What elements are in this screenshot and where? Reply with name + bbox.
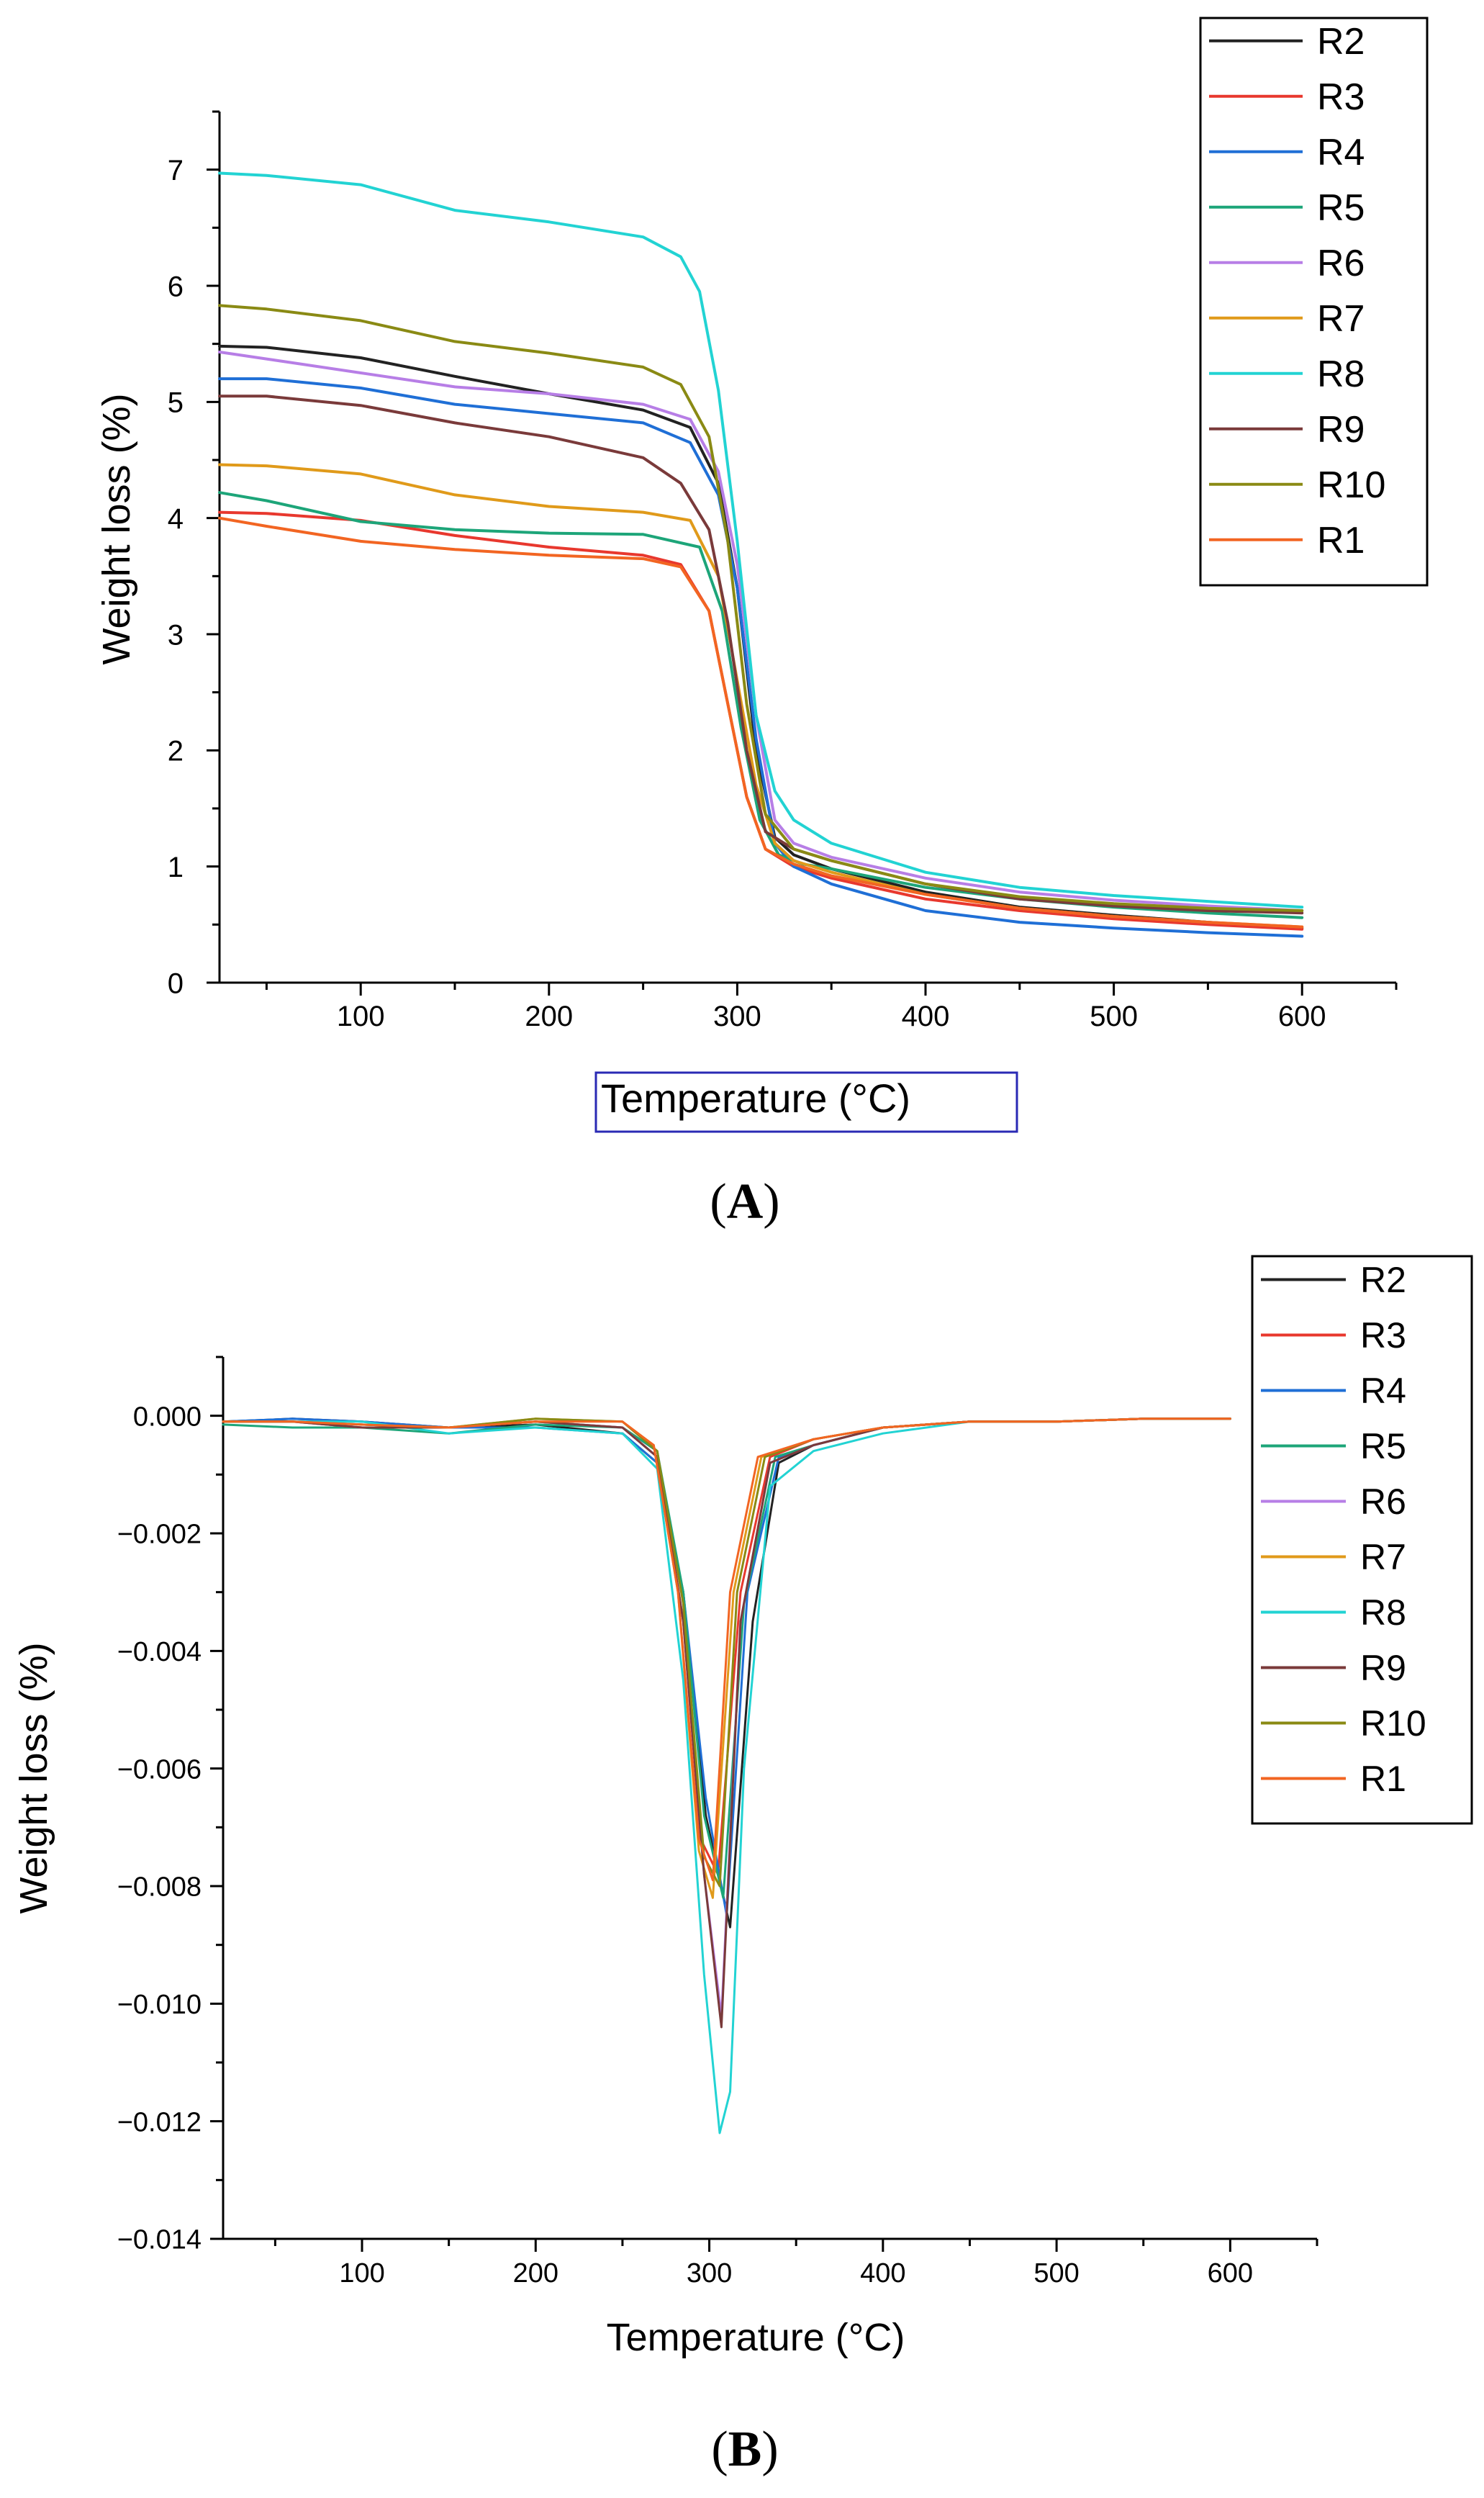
legend-label-r8-b: R8 [1360, 1592, 1406, 1633]
y-tick-label-a: 6 [168, 271, 184, 302]
x-axis-label-b: Temperature (°C) [607, 2316, 905, 2359]
legend-label-r10-b: R10 [1360, 1703, 1426, 1744]
legend-label-r6-a: R6 [1317, 243, 1365, 284]
legend-label-r9-b: R9 [1360, 1648, 1406, 1688]
series-group-a [218, 171, 1304, 938]
legend-label-r8-a: R8 [1317, 353, 1365, 395]
y-tick-label-a: 4 [168, 503, 184, 535]
panel-letter-b: B [728, 2422, 762, 2477]
y-tick-label-b: −0.010 [117, 1990, 202, 2020]
y-tick-label-a: 1 [168, 852, 184, 883]
panel-label-a: (A) [710, 1174, 779, 1230]
legend-label-r4-a: R4 [1317, 132, 1365, 173]
y-axis-label-b: Weight loss (%) [12, 1642, 55, 1913]
legend-label-r2-b: R2 [1360, 1260, 1406, 1300]
series-line-r4-a [218, 377, 1304, 938]
x-tick-label-a: 600 [1278, 1001, 1326, 1032]
y-tick-label-a: 3 [168, 619, 184, 651]
x-tick-label-b: 100 [339, 2258, 384, 2289]
y-tick-label-a: 0 [168, 968, 184, 999]
series-line-r8-a [218, 171, 1304, 909]
series-line-r9-a [218, 394, 1304, 915]
series-line-r10-a [218, 304, 1304, 912]
series-line-r1-a [218, 516, 1304, 929]
series-line-r1-b [222, 1417, 1231, 1882]
y-tick-label-a: 5 [168, 387, 184, 419]
x-axis-label-box-a [594, 1071, 1018, 1133]
y-tick-label-b: −0.014 [117, 2225, 202, 2255]
x-tick-label-a: 500 [1090, 1001, 1138, 1032]
tick-group-b: 100 200 300 400 500 600 0.000 −0.002 −0.004 −0.00… [117, 1356, 1318, 2289]
legend-label-r10-a: R10 [1317, 464, 1385, 506]
y-tick-label-b: −0.006 [117, 1754, 202, 1785]
legend-label-r4-b: R4 [1360, 1371, 1406, 1411]
y-tick-label-a: 7 [168, 155, 184, 186]
legend-label-r1-a: R1 [1317, 520, 1365, 562]
x-tick-label-b: 200 [513, 2258, 558, 2289]
legend-items-a: R2 R3 R4 R5 R6 R7 R8 R9 R10 R1 [1209, 21, 1385, 562]
legend-label-r3-a: R3 [1317, 76, 1365, 118]
legend-b [1251, 1255, 1473, 1825]
legend-label-r7-a: R7 [1317, 298, 1365, 340]
x-tick-label-a: 400 [902, 1001, 950, 1032]
y-tick-label-b: −0.002 [117, 1520, 202, 1550]
y-axis-label-a: Weight loss (%) [95, 393, 138, 664]
y-tick-label-b: 0.000 [133, 1402, 202, 1432]
x-tick-label-a: 300 [713, 1001, 761, 1032]
legend-items-b: R2 R3 R4 R5 R6 R7 R8 R9 R10 R1 [1261, 1260, 1426, 1799]
x-axis-label-a: Temperature (°C) [601, 1076, 910, 1121]
legend-a [1199, 17, 1429, 587]
chart-panel-a: 100 200 300 400 500 600 0 1 2 3 4 5 6 7 Temperature (… [95, 17, 1429, 1230]
panel-letter-a: A [727, 1174, 764, 1230]
legend-label-r3-b: R3 [1360, 1315, 1406, 1356]
legend-label-r9-a: R9 [1317, 409, 1365, 451]
x-tick-label-b: 600 [1208, 2258, 1253, 2289]
legend-label-r2-a: R2 [1317, 21, 1365, 63]
x-tick-label-a: 100 [337, 1001, 385, 1032]
legend-label-r1-b: R1 [1360, 1759, 1406, 1799]
legend-label-r5-b: R5 [1360, 1426, 1406, 1466]
tick-group-a: 100 200 300 400 500 600 0 1 2 3 4 5 6 7 [168, 110, 1398, 1032]
y-tick-label-a: 2 [168, 736, 184, 767]
panel-label-b: (B) [711, 2422, 778, 2477]
legend-label-r5-a: R5 [1317, 187, 1365, 229]
series-group-b [222, 1417, 1231, 2134]
x-tick-label-b: 400 [860, 2258, 905, 2289]
y-tick-label-b: −0.004 [117, 1637, 202, 1667]
x-tick-label-a: 200 [525, 1001, 573, 1032]
chart-panel-b: 100 200 300 400 500 600 0.000 −0.002 −0.004 −0.00… [12, 1255, 1473, 2477]
legend-label-r7-b: R7 [1360, 1537, 1406, 1577]
legend-label-r6-b: R6 [1360, 1482, 1406, 1522]
y-tick-label-b: −0.012 [117, 2107, 202, 2137]
x-tick-label-b: 500 [1033, 2258, 1079, 2289]
x-tick-label-b: 300 [687, 2258, 732, 2289]
y-tick-label-b: −0.008 [117, 1872, 202, 1903]
